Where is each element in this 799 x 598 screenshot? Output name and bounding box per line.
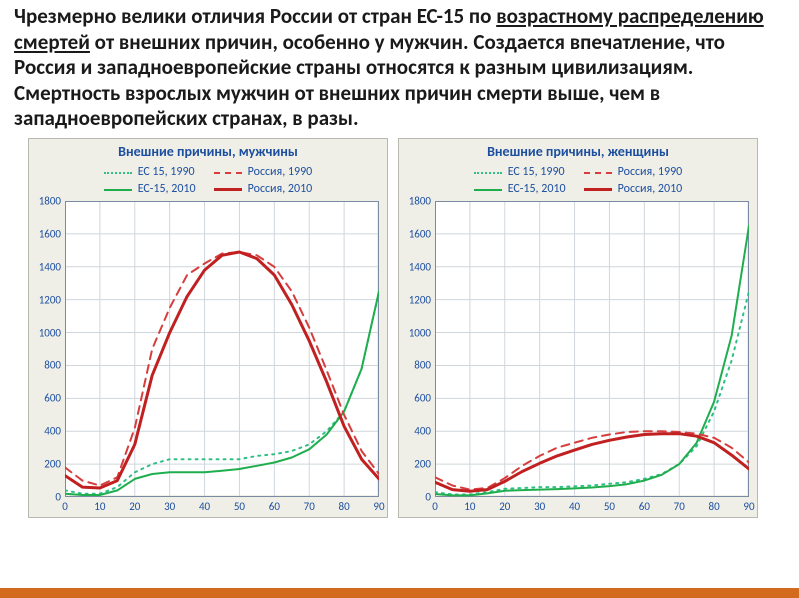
legend-item-ec_2010: ЕС-15, 2010 bbox=[104, 182, 196, 197]
charts-row: Внешние причины, мужчины ЕС 15, 1990 ЕС-15… bbox=[0, 132, 799, 518]
legend-swatch bbox=[104, 189, 132, 191]
x-tick-label: 0 bbox=[55, 500, 75, 513]
chart-title: Внешние причины, мужчины bbox=[29, 143, 387, 160]
x-tick-label: 50 bbox=[599, 500, 619, 513]
legend-item-ru_2010: Россия, 2010 bbox=[584, 182, 683, 197]
series-ru_2010 bbox=[435, 434, 749, 492]
heading-part3: от внешних причин, особенно у мужчин. Со… bbox=[14, 29, 725, 132]
plot-area bbox=[65, 201, 377, 495]
legend-label: Россия, 1990 bbox=[248, 165, 313, 180]
legend-swatch bbox=[214, 188, 242, 191]
y-tick-label: 200 bbox=[401, 458, 431, 471]
legend-item-ec_1990: ЕС 15, 1990 bbox=[474, 165, 566, 180]
y-tick-label: 1800 bbox=[31, 195, 61, 208]
series-ru_2010 bbox=[65, 252, 379, 488]
legend-item-ec_2010: ЕС-15, 2010 bbox=[474, 182, 566, 197]
y-tick-label: 1600 bbox=[31, 227, 61, 240]
legend-label: ЕС-15, 2010 bbox=[138, 182, 196, 197]
bottom-accent-bar bbox=[0, 588, 799, 598]
legend-swatch bbox=[214, 172, 242, 174]
y-tick-label: 400 bbox=[401, 425, 431, 438]
legend-swatch bbox=[474, 189, 502, 191]
y-tick-label: 1000 bbox=[31, 326, 61, 339]
x-tick-label: 20 bbox=[495, 500, 515, 513]
chart-legend: ЕС 15, 1990 ЕС-15, 2010 Россия, 1990 Россия… bbox=[399, 165, 757, 197]
series-ru_1990 bbox=[65, 252, 379, 486]
y-tick-label: 400 bbox=[31, 425, 61, 438]
legend-label: Россия, 1990 bbox=[618, 165, 683, 180]
legend-swatch bbox=[474, 172, 502, 174]
chart-legend: ЕС 15, 1990 ЕС-15, 2010 Россия, 1990 Россия… bbox=[29, 165, 387, 197]
x-tick-label: 20 bbox=[125, 500, 145, 513]
legend-label: ЕС-15, 2010 bbox=[508, 182, 566, 197]
y-tick-label: 800 bbox=[31, 359, 61, 372]
x-tick-label: 90 bbox=[739, 500, 759, 513]
plot-area bbox=[435, 201, 747, 495]
y-tick-label: 1000 bbox=[401, 326, 431, 339]
chart-title: Внешние причины, женщины bbox=[399, 143, 757, 160]
x-tick-label: 60 bbox=[264, 500, 284, 513]
legend-item-ru_2010: Россия, 2010 bbox=[214, 182, 313, 197]
x-tick-label: 40 bbox=[565, 500, 585, 513]
y-tick-label: 1200 bbox=[401, 293, 431, 306]
y-tick-label: 1600 bbox=[401, 227, 431, 240]
legend-swatch bbox=[584, 172, 612, 174]
x-tick-label: 70 bbox=[299, 500, 319, 513]
x-tick-label: 10 bbox=[90, 500, 110, 513]
y-tick-label: 1200 bbox=[31, 293, 61, 306]
y-tick-label: 600 bbox=[31, 392, 61, 405]
y-tick-label: 200 bbox=[31, 458, 61, 471]
series-ec_2010 bbox=[435, 226, 749, 496]
legend-item-ru_1990: Россия, 1990 bbox=[214, 165, 313, 180]
x-tick-label: 70 bbox=[669, 500, 689, 513]
y-tick-label: 1800 bbox=[401, 195, 431, 208]
chart-panel-0: Внешние причины, мужчины ЕС 15, 1990 ЕС-15… bbox=[28, 138, 388, 518]
legend-label: ЕС 15, 1990 bbox=[508, 165, 565, 180]
x-tick-label: 30 bbox=[530, 500, 550, 513]
y-tick-label: 800 bbox=[401, 359, 431, 372]
legend-item-ec_1990: ЕС 15, 1990 bbox=[104, 165, 196, 180]
x-tick-label: 30 bbox=[160, 500, 180, 513]
y-tick-label: 1400 bbox=[401, 260, 431, 273]
y-tick-label: 600 bbox=[401, 392, 431, 405]
x-tick-label: 60 bbox=[634, 500, 654, 513]
legend-swatch bbox=[104, 172, 132, 174]
x-tick-label: 90 bbox=[369, 500, 389, 513]
slide-heading: Чрезмерно велики отличия России от стран… bbox=[0, 0, 799, 132]
chart-svg bbox=[65, 201, 379, 497]
legend-swatch bbox=[584, 188, 612, 191]
heading-part1: Чрезмерно велики отличия России от стран… bbox=[14, 3, 496, 29]
x-tick-label: 50 bbox=[229, 500, 249, 513]
legend-item-ru_1990: Россия, 1990 bbox=[584, 165, 683, 180]
x-tick-label: 10 bbox=[460, 500, 480, 513]
y-tick-label: 1400 bbox=[31, 260, 61, 273]
x-tick-label: 80 bbox=[334, 500, 354, 513]
x-tick-label: 80 bbox=[704, 500, 724, 513]
chart-panel-1: Внешние причины, женщины ЕС 15, 1990 ЕС-15… bbox=[398, 138, 758, 518]
legend-label: Россия, 2010 bbox=[618, 182, 683, 197]
legend-label: ЕС 15, 1990 bbox=[138, 165, 195, 180]
x-tick-label: 40 bbox=[195, 500, 215, 513]
chart-svg bbox=[435, 201, 749, 497]
legend-label: Россия, 2010 bbox=[248, 182, 313, 197]
series-ru_1990 bbox=[435, 431, 749, 489]
x-tick-label: 0 bbox=[425, 500, 445, 513]
